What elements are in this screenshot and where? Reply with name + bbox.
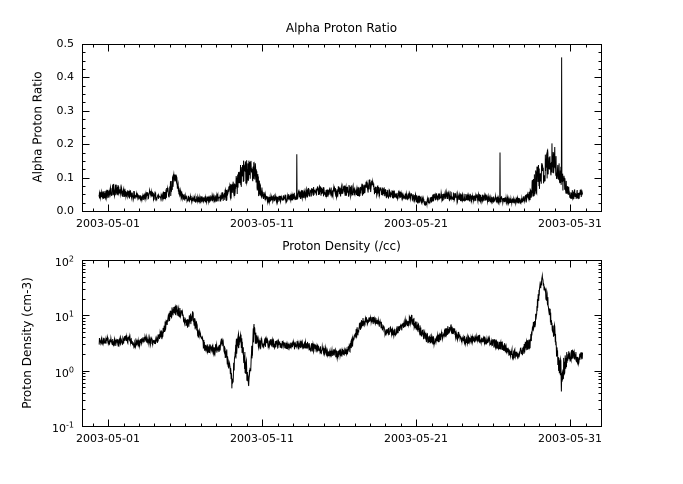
y-tick-label: 0.5 — [56, 37, 75, 50]
y-tick-label: 100 — [54, 365, 74, 380]
x-tick-label: 2003-05-01 — [76, 217, 140, 230]
chart2-y-axis-label: Proton Density (cm-3) — [20, 277, 34, 409]
y-tick-label: 102 — [54, 254, 74, 269]
x-tick-label: 2003-05-21 — [384, 432, 448, 445]
x-tick-label: 2003-05-11 — [230, 217, 294, 230]
y-tick-label: 0.0 — [56, 204, 75, 217]
x-tick-label: 2003-05-31 — [538, 217, 602, 230]
x-tick-label: 2003-05-31 — [538, 432, 602, 445]
y-tick-label: 10-1 — [52, 420, 74, 435]
chart1-title: Alpha Proton Ratio — [285, 21, 398, 35]
y-tick-label: 101 — [54, 309, 74, 324]
x-tick-label: 2003-05-21 — [384, 217, 448, 230]
chart2-title: Proton Density (/cc) — [282, 239, 401, 253]
chart1-y-axis-label: Alpha Proton Ratio — [30, 71, 45, 183]
y-tick-label: 0.2 — [56, 137, 75, 150]
x-tick-label: 2003-05-01 — [76, 432, 140, 445]
y-tick-label: 0.1 — [56, 171, 75, 184]
x-tick-label: 2003-05-11 — [230, 432, 294, 445]
y-tick-label: 0.3 — [56, 104, 75, 117]
y-tick-label: 0.4 — [56, 70, 75, 83]
